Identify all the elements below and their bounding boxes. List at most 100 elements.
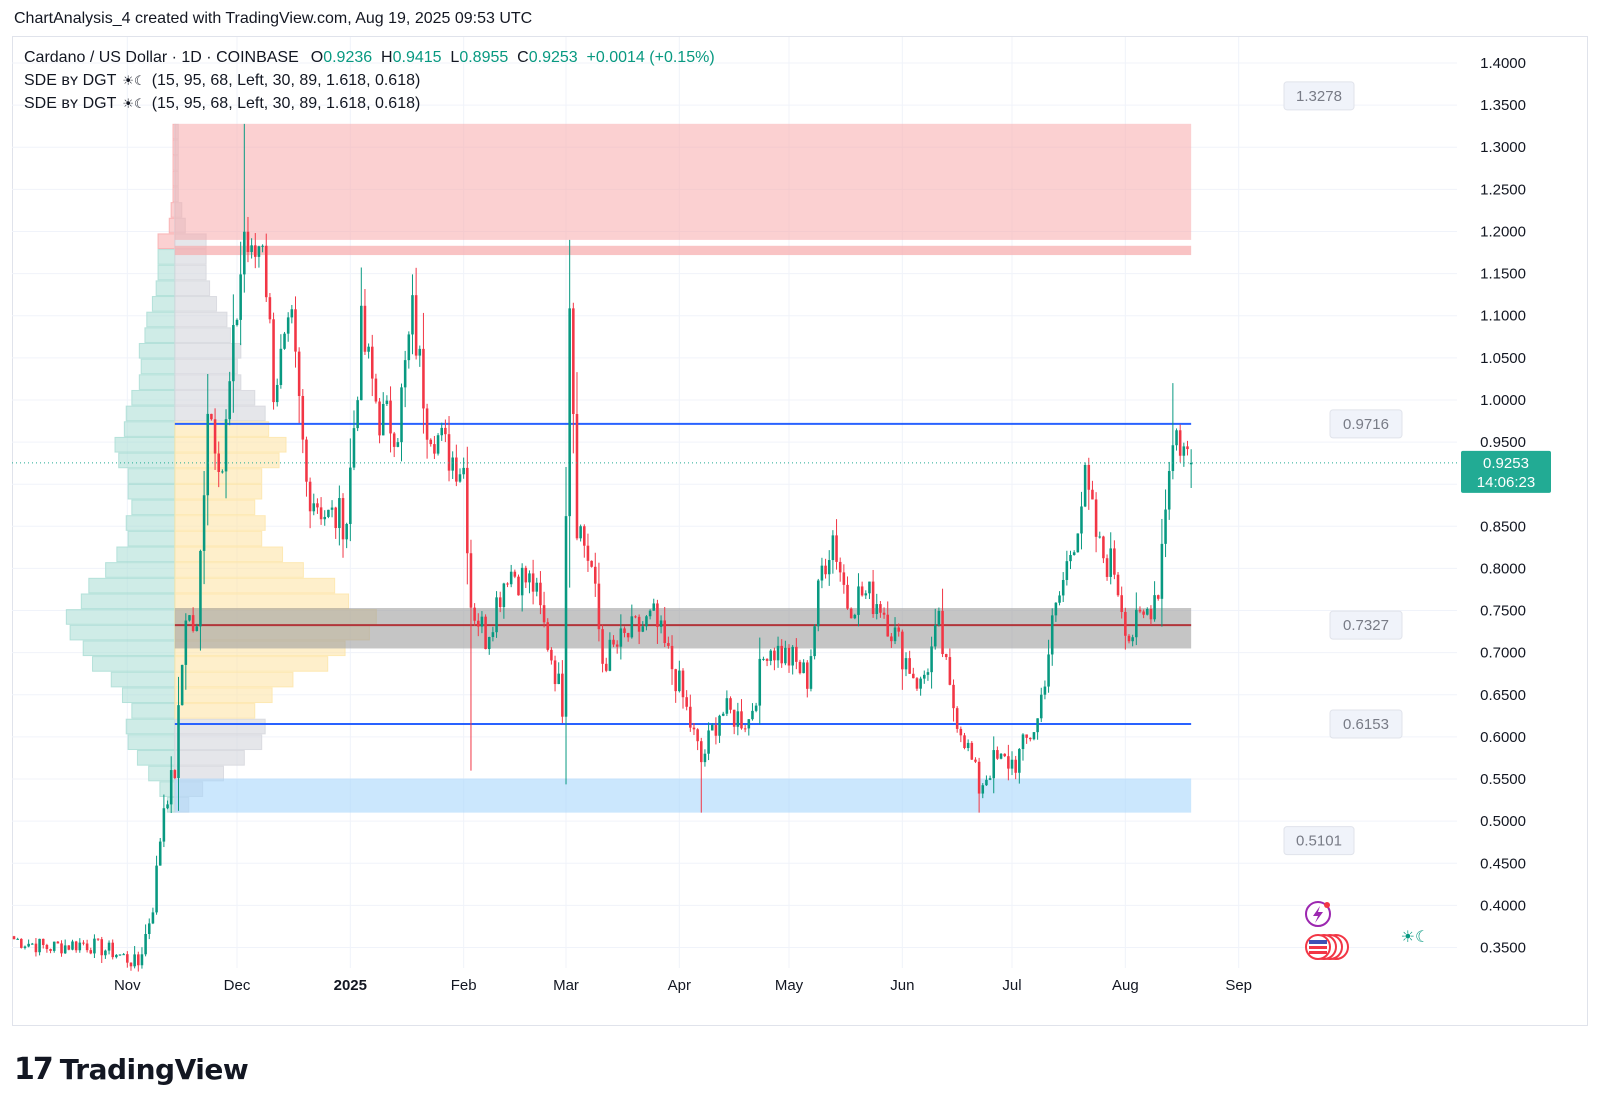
volume-bar-left (82, 640, 176, 657)
candle-body (330, 507, 334, 510)
volume-bar-left (123, 421, 176, 437)
candle-body (912, 673, 915, 679)
volume-bar-left (138, 374, 176, 390)
candle-body (824, 565, 827, 575)
tradingview-watermark[interactable]: 17 TradingView (14, 1052, 249, 1087)
candle (363, 289, 367, 355)
candle (250, 238, 253, 259)
candle-body (261, 245, 264, 247)
candle-body (180, 664, 184, 706)
candle-body (981, 785, 985, 794)
candle-body (104, 950, 107, 956)
candle-body (612, 639, 615, 645)
candle-body (1029, 737, 1032, 740)
volume-bar-left (131, 703, 176, 719)
candle-body (652, 603, 656, 611)
candle-body (634, 616, 637, 618)
candle-body (1175, 430, 1178, 446)
candle (400, 383, 403, 462)
candle (429, 438, 433, 447)
candle (933, 608, 937, 650)
volume-bar-left (168, 217, 176, 234)
candle (1080, 491, 1083, 550)
candle (1127, 634, 1131, 644)
candle-body (685, 697, 688, 707)
candle-body (583, 526, 586, 546)
candle-body (268, 297, 272, 320)
symbol-label[interactable]: Cardano / US Dollar · 1D · COINBASE (24, 49, 299, 66)
candle (721, 711, 725, 717)
candle-body (1076, 533, 1080, 553)
candle (553, 655, 557, 692)
symbol-row[interactable]: Cardano / US Dollar · 1D · COINBASE O0.9… (24, 46, 715, 69)
candle (476, 613, 480, 637)
candle (319, 497, 323, 525)
candle-body (451, 457, 454, 471)
candle (27, 939, 30, 948)
candle (520, 563, 524, 612)
candle-body (886, 614, 890, 637)
candle (959, 726, 963, 743)
candle-body (1149, 609, 1153, 620)
candle (126, 951, 129, 968)
candle (926, 668, 930, 681)
indicator-row-2[interactable]: SDE ʙʏ DGT ☀☾ (15, 95, 68, Left, 30, 89,… (24, 92, 715, 115)
candle-body (63, 945, 67, 954)
time-tick-label: Dec (224, 977, 251, 994)
candle (1138, 606, 1142, 614)
candle-body (743, 728, 747, 730)
candle-body (868, 581, 871, 594)
candle (678, 660, 681, 693)
candle-body (115, 954, 118, 958)
candle-body (491, 632, 495, 638)
volume-bar-left (157, 233, 176, 250)
candle (791, 645, 794, 675)
candle-body (169, 770, 173, 805)
candle (919, 676, 922, 696)
candle-body (49, 949, 52, 951)
resistance-level-label: 0.9716 (1329, 409, 1403, 439)
candle-body (860, 586, 864, 596)
candle (890, 632, 893, 648)
indicator-row-1[interactable]: SDE ʙʏ DGT ☀☾ (15, 95, 68, Left, 30, 89,… (24, 69, 715, 92)
candle-body (56, 941, 60, 944)
candle-body (319, 507, 323, 520)
tradingview-logo-icon: 17 (14, 1052, 54, 1087)
candle (1018, 748, 1021, 784)
candle (1014, 755, 1017, 780)
candle-body (977, 761, 981, 794)
volume-bar-left (151, 296, 176, 312)
candle-body (235, 319, 239, 326)
candle-body (922, 674, 926, 679)
candle-body (440, 427, 444, 436)
candle-body (670, 645, 674, 670)
candle (623, 626, 626, 638)
candle (831, 530, 835, 574)
candle (16, 937, 19, 940)
candle (195, 623, 199, 632)
volume-bar-left (159, 781, 176, 797)
candle-body (27, 943, 30, 947)
candle (816, 578, 820, 632)
candle (685, 690, 688, 711)
candle (1186, 440, 1189, 456)
support-level-label-box (1329, 709, 1403, 739)
candle-body (297, 351, 301, 396)
candle-body (498, 597, 502, 608)
volume-bar-right (174, 515, 266, 531)
candle-body (1178, 430, 1182, 456)
candle (699, 737, 703, 813)
lightning-event-icon (1305, 901, 1331, 927)
poc-level-label-box (1329, 610, 1403, 640)
candle-body (476, 620, 480, 627)
candle-body (162, 808, 166, 842)
candle-body (608, 639, 612, 671)
volume-bar-right (174, 499, 256, 516)
volume-bar-right (174, 405, 266, 422)
candle (656, 599, 659, 644)
volume-bar-left (170, 202, 176, 218)
volume-bar-left (118, 452, 176, 469)
candle-body (82, 942, 85, 944)
price-tick-label: 0.8000 (1480, 560, 1526, 577)
